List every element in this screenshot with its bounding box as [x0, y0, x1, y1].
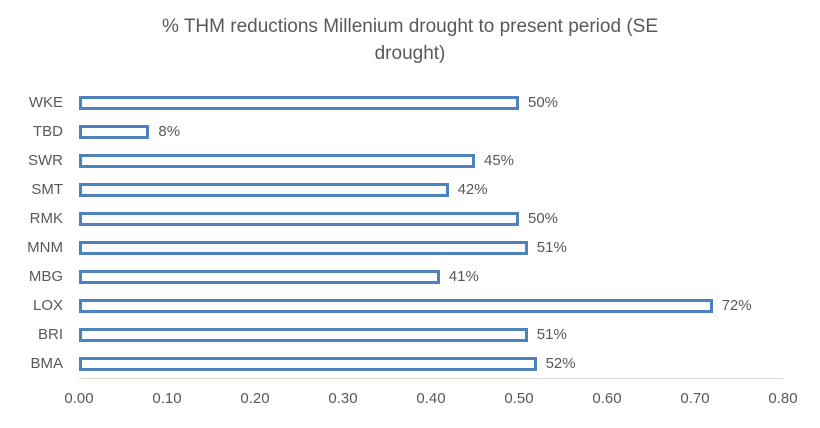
category-label: RMK: [29, 210, 63, 227]
bar-row: 51%: [79, 320, 783, 349]
bar-row: 45%: [79, 146, 783, 175]
data-label: 72%: [721, 297, 752, 314]
bar-row: 42%: [79, 175, 783, 204]
bar-row: 50%: [79, 88, 783, 117]
data-label: 51%: [536, 239, 567, 256]
value-axis: 0.00 0.10 0.20 0.30 0.40 0.50 0.60 0.70 0.80: [64, 390, 797, 412]
chart-title-line-1: % THM reductions Millenium drought to pr…: [162, 16, 658, 37]
bar-row: 50%: [79, 204, 783, 233]
category-label: SWR: [28, 152, 63, 169]
chart-title: % THM reductions Millenium drought to pr…: [90, 13, 730, 67]
x-tick-label: 0.60: [592, 390, 622, 407]
x-tick-label: 0.80: [768, 390, 798, 407]
x-tick-label: 0.50: [504, 390, 534, 407]
category-label: WKE: [28, 94, 63, 111]
bar: [79, 95, 519, 110]
category-label: TBD: [33, 123, 63, 140]
category-axis: WKE TBD SWR SMT RMK MNM MBG LOX BRI BMA: [0, 88, 63, 378]
bar: [79, 356, 537, 371]
category-label: LOX: [32, 297, 63, 314]
bar: [79, 240, 528, 255]
x-tick-label: 0.20: [240, 390, 270, 407]
bar-row: 52%: [79, 349, 783, 378]
bar: [79, 211, 519, 226]
bar-row: 41%: [79, 262, 783, 291]
data-label: 45%: [484, 152, 515, 169]
category-label: BRI: [37, 326, 63, 343]
data-label: 8%: [158, 123, 181, 140]
bar-row: 8%: [79, 117, 783, 146]
category-label: BMA: [30, 355, 63, 372]
data-label: 52%: [545, 355, 576, 372]
data-label: 50%: [528, 94, 559, 111]
data-label: 50%: [528, 210, 559, 227]
bar: [79, 269, 440, 284]
category-label: MBG: [28, 268, 63, 285]
category-label: MNM: [27, 239, 63, 256]
plot-area: 50% 8% 45% 42% 50% 51% 41% 72% 51% 52%: [79, 88, 783, 379]
x-tick-label: 0.30: [328, 390, 358, 407]
data-label: 51%: [536, 326, 567, 343]
bar: [79, 298, 713, 313]
bar-row: 51%: [79, 233, 783, 262]
bar-row: 72%: [79, 291, 783, 320]
bar: [79, 153, 475, 168]
category-label: SMT: [31, 181, 63, 198]
data-label: 42%: [457, 181, 488, 198]
data-label: 41%: [448, 268, 479, 285]
bar: [79, 182, 449, 197]
x-tick-label: 0.10: [152, 390, 182, 407]
x-tick-label: 0.00: [64, 390, 94, 407]
x-tick-label: 0.40: [416, 390, 446, 407]
chart-title-line-2: drought): [374, 43, 446, 64]
x-tick-label: 0.70: [680, 390, 710, 407]
bar: [79, 124, 150, 139]
bar: [79, 327, 528, 342]
